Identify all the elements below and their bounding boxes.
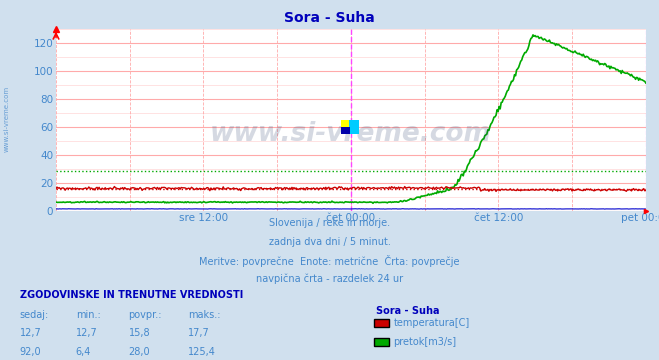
Bar [349, 120, 359, 134]
Text: Sora - Suha: Sora - Suha [376, 306, 439, 316]
Text: www.si-vreme.com: www.si-vreme.com [3, 86, 10, 152]
Text: 6,4: 6,4 [76, 347, 91, 357]
Text: Sora - Suha: Sora - Suha [284, 11, 375, 25]
Text: navpična črta - razdelek 24 ur: navpična črta - razdelek 24 ur [256, 274, 403, 284]
Text: 12,7: 12,7 [76, 328, 98, 338]
Text: ZGODOVINSKE IN TRENUTNE VREDNOSTI: ZGODOVINSKE IN TRENUTNE VREDNOSTI [20, 290, 243, 300]
Text: pretok[m3/s]: pretok[m3/s] [393, 337, 457, 347]
Text: maks.:: maks.: [188, 310, 220, 320]
Text: Meritve: povprečne  Enote: metrične  Črta: povprečje: Meritve: povprečne Enote: metrične Črta:… [199, 255, 460, 267]
Text: 92,0: 92,0 [20, 347, 42, 357]
Text: Slovenija / reke in morje.: Slovenija / reke in morje. [269, 218, 390, 228]
Text: min.:: min.: [76, 310, 101, 320]
Text: zadnja dva dni / 5 minut.: zadnja dva dni / 5 minut. [269, 237, 390, 247]
Text: sedaj:: sedaj: [20, 310, 49, 320]
Text: povpr.:: povpr.: [129, 310, 162, 320]
Text: 125,4: 125,4 [188, 347, 215, 357]
Text: 12,7: 12,7 [20, 328, 42, 338]
Text: 17,7: 17,7 [188, 328, 210, 338]
Text: www.si-vreme.com: www.si-vreme.com [210, 121, 492, 147]
Bar [341, 120, 352, 134]
Bar [341, 127, 350, 134]
Text: 28,0: 28,0 [129, 347, 150, 357]
Text: temperatura[C]: temperatura[C] [393, 318, 470, 328]
Text: 15,8: 15,8 [129, 328, 150, 338]
